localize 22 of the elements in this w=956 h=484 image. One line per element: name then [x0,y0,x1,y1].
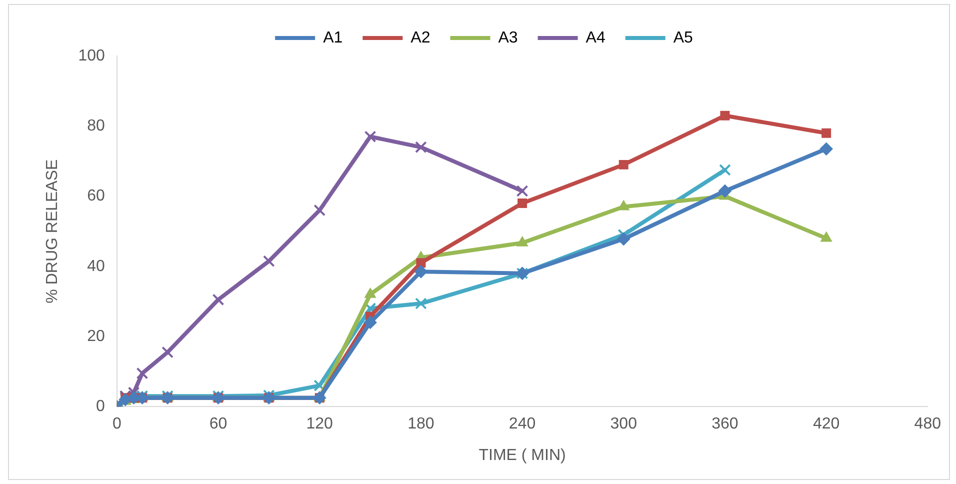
legend-label: A2 [410,29,430,46]
y-tick-label: 80 [87,118,105,135]
x-tick-label: 480 [914,416,942,433]
x-tick-label: 360 [712,416,738,433]
x-tick-label: 0 [112,416,122,433]
y-tick-label: 60 [87,188,105,205]
y-axis-title: % DRUG RELEASE [44,159,62,304]
y-tick-label: 100 [78,47,105,64]
x-tick-label: 120 [306,416,334,433]
y-tick-label: 20 [87,328,105,345]
y-tick-label: 40 [87,258,105,275]
x-axis-title: TIME ( MIN) [478,446,566,464]
x-tick-label: 180 [408,416,434,433]
legend-label: A3 [498,29,518,46]
legend-label: A4 [586,29,606,46]
legend-label: A5 [673,29,694,46]
legend-label: A1 [323,29,343,46]
y-tick-label: 0 [96,398,105,416]
x-tick-label: 420 [812,416,840,433]
x-tick-label: 300 [610,416,638,433]
x-tick-label: 60 [209,416,228,433]
x-tick-label: 240 [508,416,536,433]
